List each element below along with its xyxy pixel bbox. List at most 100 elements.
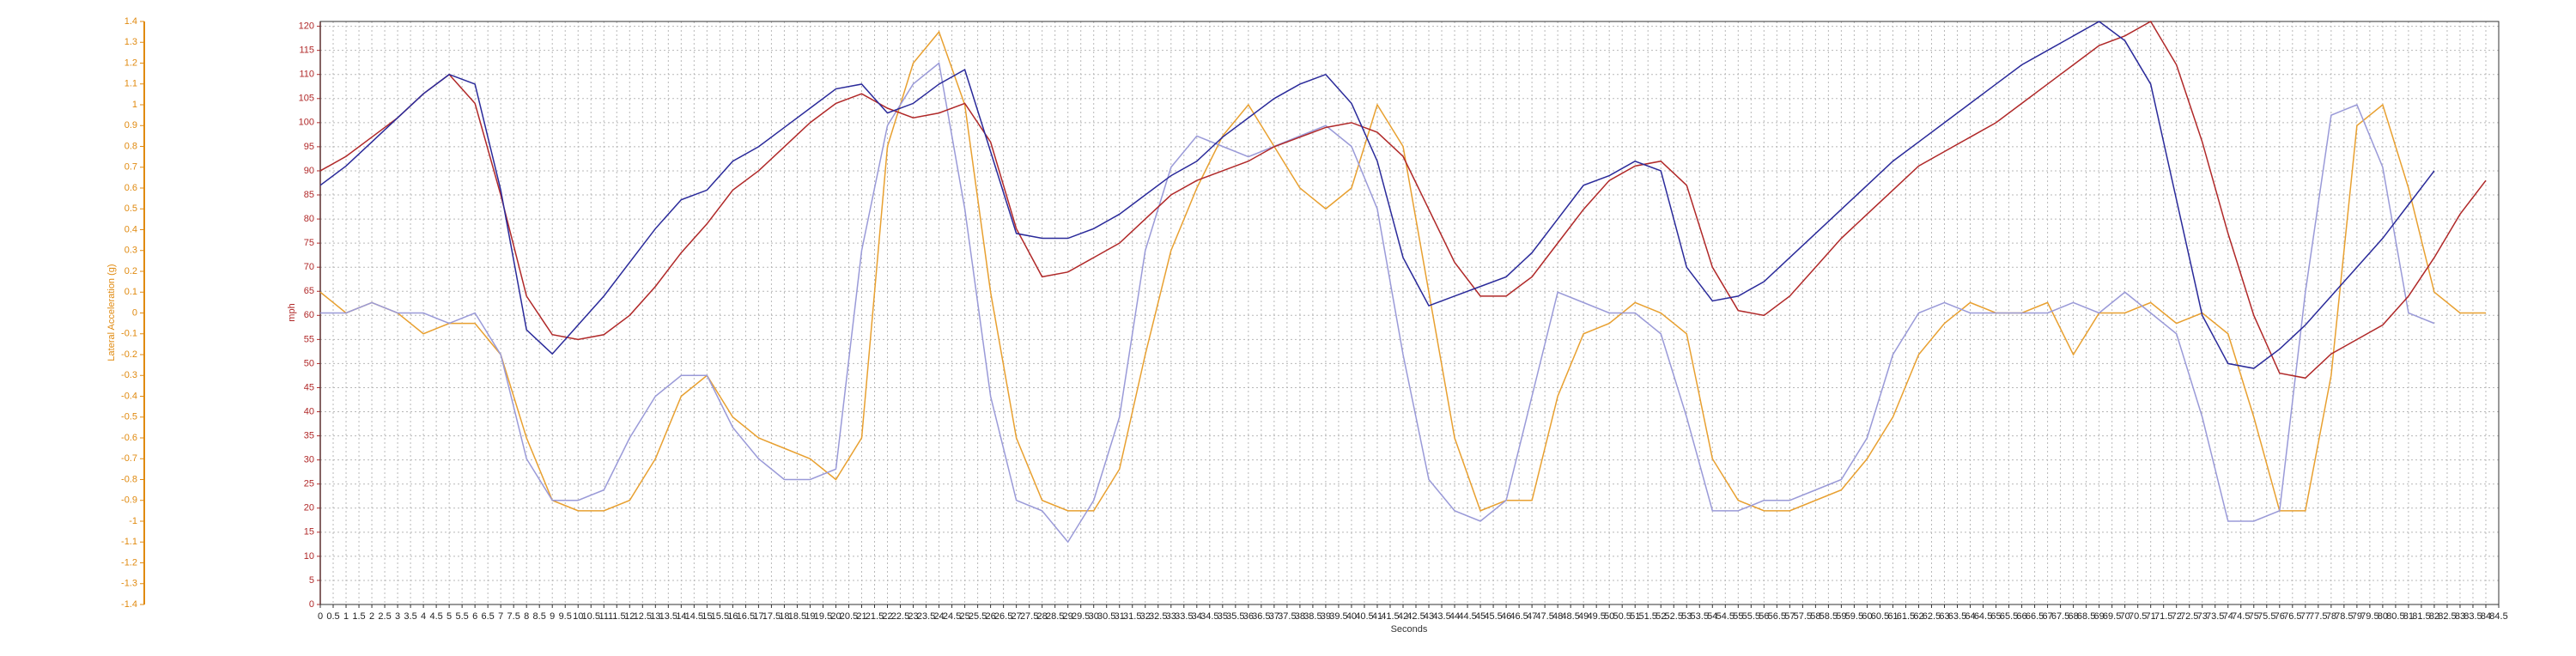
y2-tick-label: 1.1: [125, 79, 137, 89]
y-tick-label: 15: [304, 527, 314, 538]
y-tick-label: 35: [304, 431, 314, 441]
x-tick-label: 30: [1089, 611, 1099, 622]
y2-tick-label: 0.7: [125, 162, 137, 173]
x-tick-label: 69.5: [2103, 611, 2121, 622]
x-tick-label: 25: [959, 611, 969, 622]
x-tick-label: 10.5: [582, 611, 600, 622]
x-tick-label: 29.5: [1072, 611, 1090, 622]
y-tick-label: 65: [304, 286, 314, 296]
x-tick-label: 26.5: [994, 611, 1012, 622]
x-tick-label: 83.5: [2464, 611, 2482, 622]
x-tick-label: 75.5: [2257, 611, 2275, 622]
y-tick-label: 120: [299, 21, 314, 32]
x-tick-label: 67: [2042, 611, 2052, 622]
x-tick-label: 29: [1063, 611, 1073, 622]
x-tick-label: 42: [1398, 611, 1408, 622]
y2-tick-label: 0: [132, 307, 137, 318]
x-tick-label: 84: [2481, 611, 2491, 622]
y2-tick-label: -0.7: [121, 453, 137, 464]
x-tick-label: 22: [882, 611, 892, 622]
x-tick-label: 64: [1965, 611, 1975, 622]
x-tick-label: 50.5: [1613, 611, 1631, 622]
x-tick-label: 69: [2094, 611, 2105, 622]
x-tick-label: 32.5: [1149, 611, 1167, 622]
series-line: [320, 62, 2435, 544]
x-tick-label: 49: [1578, 611, 1589, 622]
y-tick-label: 45: [304, 382, 314, 392]
x-tick-label: 70.5: [2129, 611, 2147, 622]
x-tick-label: 33.5: [1175, 611, 1193, 622]
x-tick-label: 9.5: [559, 611, 572, 622]
x-tick-label: 35: [1218, 611, 1228, 622]
x-tick-label: 36.5: [1252, 611, 1270, 622]
x-tick-label: 72.5: [2180, 611, 2198, 622]
y2-tick-label: -0.8: [121, 474, 137, 484]
x-tick-label: 52.5: [1665, 611, 1683, 622]
y-tick-label: 60: [304, 310, 314, 320]
x-tick-label: 5.5: [455, 611, 468, 622]
x-tick-label: 4.5: [429, 611, 442, 622]
x-tick-label: 17: [753, 611, 763, 622]
x-tick-label: 72: [2172, 611, 2182, 622]
y-tick-label: 115: [299, 46, 314, 56]
x-tick-label: 27: [1012, 611, 1022, 622]
x-tick-label: 44: [1449, 611, 1460, 622]
x-tick-label: 62.5: [1923, 611, 1941, 622]
x-tick-label: 3: [395, 611, 400, 622]
x-tick-label: 71.5: [2154, 611, 2172, 622]
x-tick-label: 73: [2197, 611, 2208, 622]
x-tick-label: 59.5: [1845, 611, 1863, 622]
x-tick-label: 28: [1037, 611, 1048, 622]
y-tick-label: 55: [304, 334, 314, 344]
x-tick-label: 4: [421, 611, 426, 622]
x-tick-label: 21: [856, 611, 866, 622]
x-tick-label: 12: [624, 611, 635, 622]
y2-tick-label: 1.2: [125, 58, 137, 68]
x-tick-label: 73.5: [2206, 611, 2224, 622]
x-tick-label: 65: [1990, 611, 2001, 622]
x-tick-label: 37: [1269, 611, 1279, 622]
x-tick-label: 6.5: [482, 611, 495, 622]
y-tick-label: 110: [299, 70, 314, 80]
x-tick-label: 15.5: [711, 611, 729, 622]
x-tick-label: 0.5: [326, 611, 339, 622]
y-tick-label: 20: [304, 503, 314, 513]
x-tick-label: 57.5: [1794, 611, 1812, 622]
x-tick-label: 35.5: [1226, 611, 1244, 622]
x-tick-label: 55.5: [1742, 611, 1760, 622]
x-tick-label: 39.5: [1329, 611, 1347, 622]
x-tick-label: 76: [2275, 611, 2285, 622]
x-tick-label: 48: [1552, 611, 1563, 622]
y-tick-label: 10: [304, 551, 314, 562]
x-tick-label: 20: [830, 611, 841, 622]
x-tick-label: 82.5: [2438, 611, 2456, 622]
y2-tick-label: -0.6: [121, 433, 137, 443]
x-tick-label: 8.5: [533, 611, 546, 622]
x-tick-label: 66: [2016, 611, 2026, 622]
y2-tick-label: -0.1: [121, 329, 137, 339]
x-tick-label: 74.5: [2232, 611, 2250, 622]
x-tick-label: 39: [1321, 611, 1331, 622]
x-tick-label: 27.5: [1020, 611, 1038, 622]
x-tick-label: 40: [1346, 611, 1357, 622]
y2-axis-title: Lateral Acceleration (g): [106, 264, 117, 361]
y2-tick-label: -0.3: [121, 370, 137, 380]
y2-tick-label: 1.4: [125, 16, 137, 27]
x-tick-label: 50: [1604, 611, 1614, 622]
y-tick-label: 70: [304, 262, 314, 272]
x-tick-label: 31.5: [1123, 611, 1141, 622]
x-tick-label: 82: [2429, 611, 2439, 622]
y2-tick-label: -1.2: [121, 557, 137, 568]
x-tick-label: 28.5: [1046, 611, 1064, 622]
y-tick-label: 80: [304, 214, 314, 224]
x-tick-label: 19.5: [814, 611, 832, 622]
x-tick-label: 13: [650, 611, 660, 622]
x-tick-label: 60: [1862, 611, 1872, 622]
y-tick-label: 95: [304, 142, 314, 152]
x-tick-label: 15: [702, 611, 712, 622]
x-tick-label: 10: [573, 611, 583, 622]
y2-tick-label: 1.3: [125, 37, 137, 47]
x-tick-label: 63.5: [1948, 611, 1966, 622]
x-tick-label: 17.5: [762, 611, 781, 622]
